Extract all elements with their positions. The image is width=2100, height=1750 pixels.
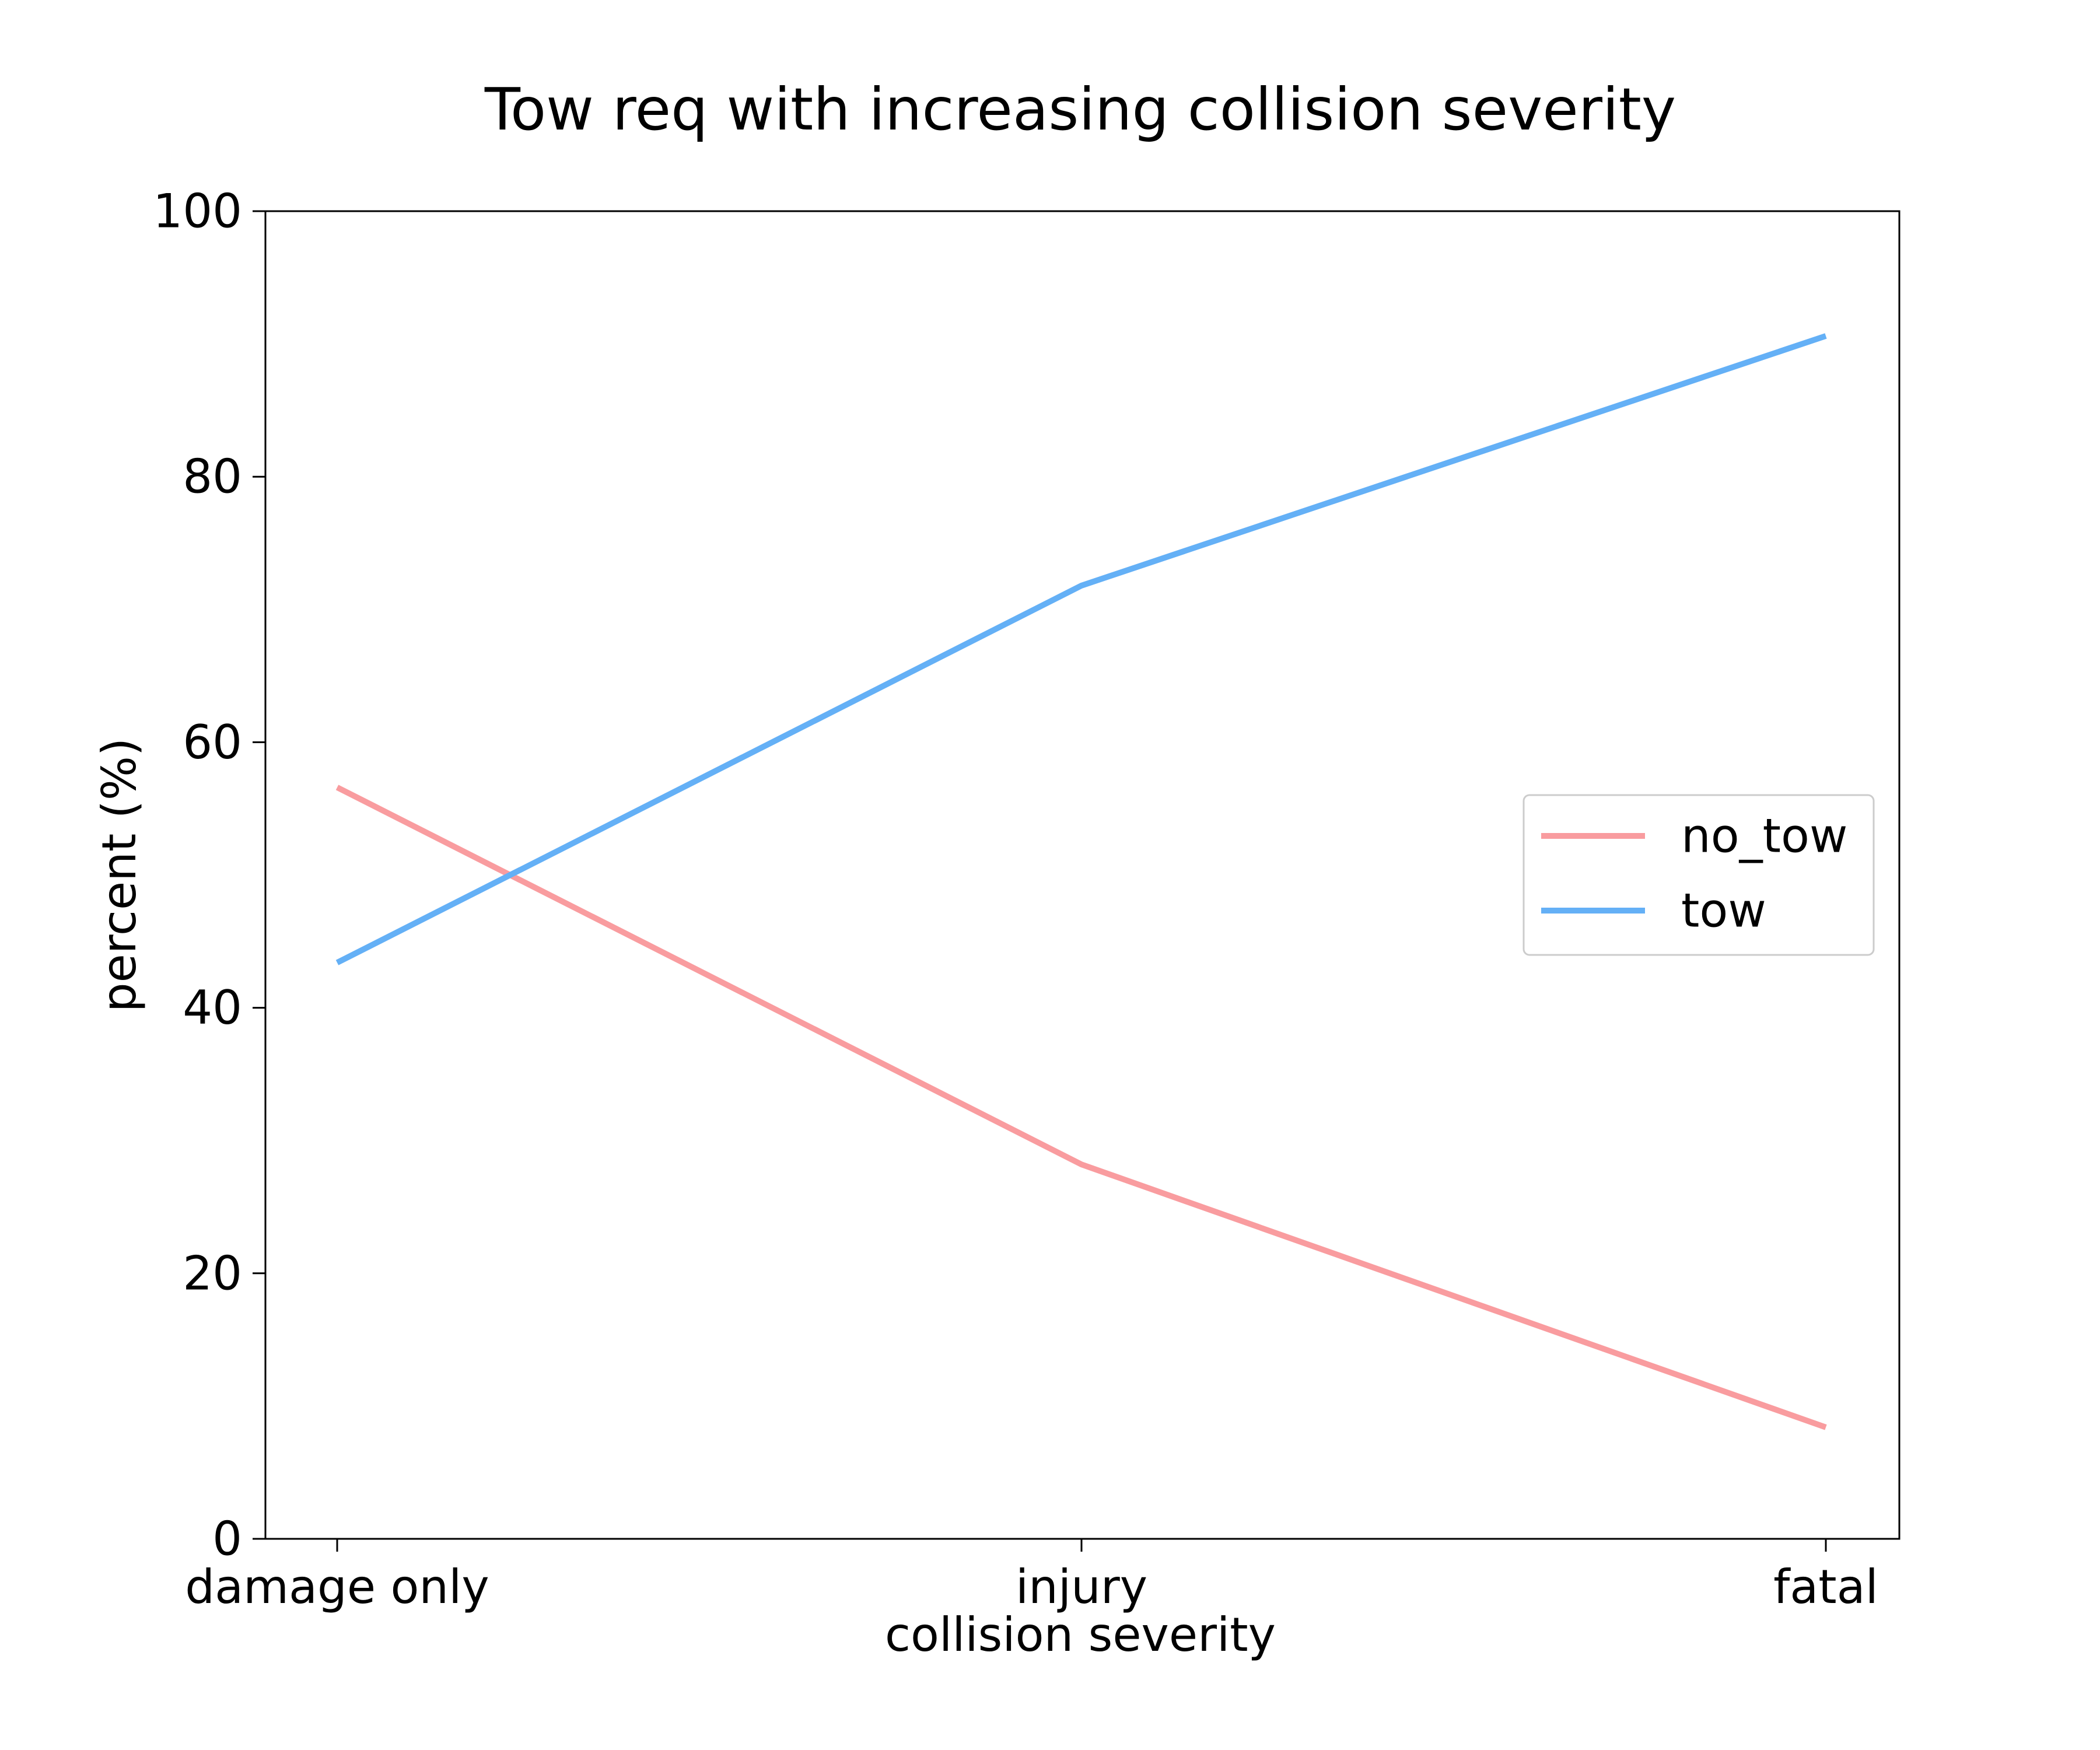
legend-label: tow [1681,884,1766,938]
y-tick-label: 60 [183,715,242,769]
x-tick-label: fatal [1773,1560,1878,1614]
y-tick-label: 80 [183,450,242,504]
y-axis-label: percent (%) [92,738,146,1012]
legend-label: no_tow [1681,809,1847,863]
x-axis-label: collision severity [885,1608,1276,1662]
chart-title: Tow req with increasing collision severi… [484,75,1676,144]
series-line-no-tow [335,785,1827,1430]
y-tick-label: 20 [183,1246,242,1300]
y-axis-ticks: 0 20 40 60 80 100 [153,184,265,1566]
y-tick-label: 100 [153,184,242,239]
x-tick-label: injury [1016,1560,1147,1614]
y-tick-label: 40 [183,981,242,1035]
y-tick-label: 0 [212,1512,242,1566]
x-axis-ticks: damage only injury fatal [185,1539,1878,1614]
series-line-tow [335,333,1827,965]
x-tick-label: damage only [185,1560,489,1614]
series-lines [335,333,1827,1430]
